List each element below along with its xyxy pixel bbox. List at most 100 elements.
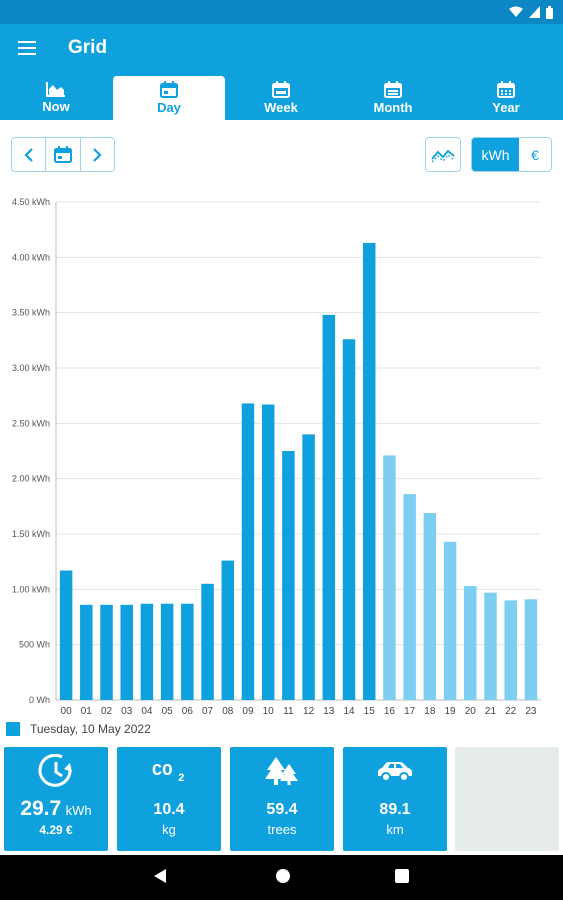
tab-month[interactable]: Month — [337, 76, 449, 120]
bar-hour-18 — [423, 512, 437, 700]
tab-day[interactable]: Day — [113, 76, 225, 120]
period-tabs: Now Day Week Month Year — [0, 76, 563, 120]
co2-tile[interactable]: CO 2 10.4 kg — [117, 747, 221, 851]
x-tick-label: 05 — [162, 706, 174, 717]
legend-swatch — [6, 722, 20, 736]
y-tick-label: 0 Wh — [29, 695, 50, 705]
x-tick-label: 09 — [242, 706, 254, 717]
x-tick-label: 08 — [222, 706, 234, 717]
system-navigation-bar — [0, 855, 563, 900]
bar-hour-21 — [484, 592, 497, 700]
y-tick-label: 4.00 kWh — [12, 252, 50, 262]
tab-now[interactable]: Now — [0, 76, 112, 120]
bar-hour-10 — [261, 404, 275, 700]
x-tick-label: 22 — [505, 706, 517, 717]
trees-tile[interactable]: 59.4 trees — [230, 747, 334, 851]
x-tick-label: 19 — [445, 706, 457, 717]
x-tick-label: 03 — [121, 706, 133, 717]
recent-apps-icon[interactable] — [395, 868, 409, 884]
line-chart-compare-icon — [431, 149, 455, 162]
bar-hour-06 — [181, 603, 194, 700]
tile-unit: kg — [162, 822, 176, 837]
chevron-right-icon — [93, 147, 102, 162]
tab-label: Now — [42, 99, 70, 114]
bar-hour-08 — [221, 560, 235, 700]
bar-hour-17 — [403, 494, 416, 700]
x-tick-label: 12 — [303, 706, 315, 717]
area-chart-icon — [46, 82, 65, 97]
tile-value-line: 29.7 kWh — [4, 797, 108, 821]
bar-hour-00 — [59, 570, 73, 700]
x-tick-label: 06 — [182, 706, 194, 717]
bar-hour-05 — [160, 603, 174, 700]
x-tick-label: 16 — [384, 706, 396, 717]
x-tick-label: 15 — [364, 706, 376, 717]
previous-day-button[interactable] — [12, 138, 45, 171]
bar-hour-09 — [241, 403, 255, 700]
unit-toggle: kWh € — [471, 137, 552, 172]
svg-text:CO: CO — [152, 762, 172, 781]
unit-euro-button[interactable]: € — [531, 146, 539, 163]
back-icon[interactable] — [153, 868, 167, 884]
signal-icon — [529, 6, 540, 18]
x-tick-label: 14 — [343, 706, 355, 717]
bar-hour-22 — [504, 600, 517, 700]
legend-label: Tuesday, 10 May 2022 — [30, 722, 151, 736]
tab-year[interactable]: Year — [450, 76, 562, 120]
bar-hour-23 — [524, 599, 538, 700]
y-tick-label: 1.50 kWh — [12, 529, 50, 539]
calendar-icon — [272, 81, 290, 98]
y-tick-label: 2.50 kWh — [12, 418, 50, 428]
calendar-icon — [384, 81, 402, 98]
app-bar: Grid — [0, 24, 563, 76]
chart-legend: Tuesday, 10 May 2022 — [6, 722, 151, 736]
unit-kwh-button[interactable]: kWh — [472, 138, 519, 171]
tile-value: 29.7 — [20, 797, 62, 820]
tile-value: 89.1 — [379, 801, 411, 818]
tile-unit: kWh — [65, 803, 92, 818]
y-tick-label: 4.50 kWh — [12, 197, 50, 207]
x-tick-label: 23 — [525, 706, 537, 717]
x-tick-label: 11 — [283, 706, 294, 717]
date-picker-button[interactable] — [45, 138, 79, 171]
bar-hour-15 — [362, 242, 376, 701]
tab-label: Year — [492, 100, 520, 115]
tile-unit: trees — [267, 822, 297, 837]
bar-hour-03 — [120, 604, 133, 700]
tile-value: 59.4 — [266, 801, 298, 818]
next-day-button[interactable] — [79, 138, 114, 171]
y-tick-label: 500 Wh — [19, 640, 50, 650]
energy-cost-tile[interactable]: 29.7 kWh 4.29 € — [4, 747, 108, 851]
car-icon — [343, 755, 447, 787]
compare-chart-button[interactable] — [425, 137, 461, 172]
y-tick-label: 3.00 kWh — [12, 363, 50, 373]
bar-hour-04 — [140, 603, 154, 700]
x-tick-label: 02 — [101, 706, 113, 717]
bar-hour-12 — [302, 434, 315, 700]
chevron-left-icon — [24, 147, 33, 162]
bar-hour-13 — [322, 314, 336, 700]
date-navigation — [11, 137, 115, 172]
x-tick-label: 01 — [81, 706, 93, 717]
bar-hour-16 — [383, 455, 396, 700]
bar-hour-14 — [342, 339, 356, 700]
status-bar — [0, 0, 563, 24]
tile-unit: km — [386, 822, 404, 837]
home-icon[interactable] — [275, 868, 291, 884]
tab-week[interactable]: Week — [225, 76, 337, 120]
y-tick-label: 3.50 kWh — [12, 308, 50, 318]
tile-value: 10.4 — [153, 801, 185, 818]
x-tick-label: 07 — [202, 706, 214, 717]
car-distance-tile[interactable]: 89.1 km — [343, 747, 447, 851]
y-tick-label: 1.00 kWh — [12, 584, 50, 594]
y-tick-label: 2.00 kWh — [12, 474, 50, 484]
x-tick-label: 13 — [323, 706, 335, 717]
status-icons — [509, 4, 553, 20]
co2-icon: CO 2 — [117, 755, 221, 787]
bar-hour-19 — [443, 541, 457, 700]
x-tick-label: 00 — [61, 706, 73, 717]
x-tick-label: 18 — [424, 706, 436, 717]
menu-icon[interactable] — [18, 41, 36, 55]
x-tick-label: 10 — [263, 706, 275, 717]
x-tick-label: 21 — [485, 706, 497, 717]
